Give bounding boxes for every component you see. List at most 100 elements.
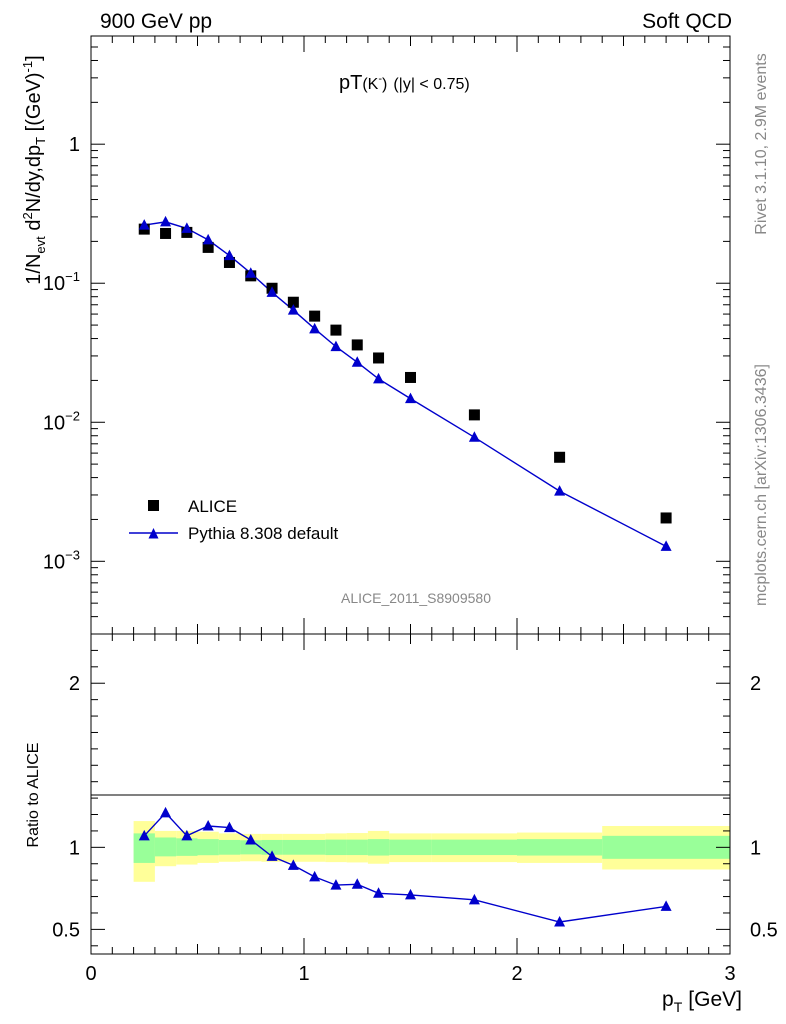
ratio-pythia-point <box>245 833 257 845</box>
y-tick-label-base: 10 <box>43 551 65 573</box>
alice-point <box>468 409 480 421</box>
ratio-pythia-point <box>223 821 235 833</box>
y-tick-label-exp: −2 <box>65 408 80 423</box>
ratio-inner-band <box>304 839 326 855</box>
title-close: ) <box>382 76 387 93</box>
ratio-pythia-point <box>202 820 214 831</box>
alice-point <box>287 296 299 308</box>
title-particle: (K <box>362 76 378 93</box>
ratio-frame <box>90 633 731 955</box>
ratio-pythia-point <box>351 878 363 889</box>
ratio-pythia-point <box>468 893 480 905</box>
main-data-layer <box>138 215 672 551</box>
ratio-inner-band <box>325 839 347 856</box>
analysis-watermark: ALICE_2011_S8909580 <box>341 590 491 606</box>
main-axes: 10−310−210−11 <box>43 35 731 635</box>
ratio-pythia-point <box>287 859 299 870</box>
ratio-inner-band <box>346 839 368 856</box>
legend: ALICE Pythia 8.308 default <box>129 497 339 543</box>
legend-alice-marker <box>148 500 159 511</box>
ratio-ylabel: Ratio to ALICE <box>25 743 42 848</box>
y-tick-label-base: 1 <box>69 134 80 156</box>
header-left: 900 GeV pp <box>100 10 212 33</box>
pythia-point <box>660 540 672 551</box>
ratio-pythia-point <box>554 916 566 927</box>
ratio-pythia-point <box>330 879 342 890</box>
alice-point <box>160 227 172 239</box>
alice-point <box>373 352 385 364</box>
pythia-point <box>245 267 257 278</box>
ratio-inner-band <box>261 839 283 855</box>
main-title: pT(K-) (|y| < 0.75) <box>339 72 470 94</box>
title-rest: (|y| < 0.75) <box>393 76 469 93</box>
ratio-y-tick-label-left: 1 <box>69 837 80 859</box>
ratio-inner-band <box>282 839 304 855</box>
pythia-point <box>138 219 150 230</box>
ratio-y-tick-label-right: 0.5 <box>750 919 778 941</box>
title-charge: - <box>378 73 382 85</box>
ratio-inner-band <box>602 835 730 859</box>
pythia-point <box>287 304 299 315</box>
main-frame <box>90 35 731 635</box>
ratio-pythia-point <box>660 900 672 911</box>
ratio-inner-band <box>431 839 517 856</box>
ratio-pythia-point <box>181 829 193 841</box>
x-tick-label: 2 <box>511 963 522 985</box>
pythia-point <box>202 233 214 245</box>
ratio-pythia-line <box>143 811 667 923</box>
ratio-data-layer <box>138 806 672 927</box>
alice-point <box>223 256 235 268</box>
main-ylabel: 1/Nevt d2N/dy,dpT [(GeV)-1] <box>20 55 48 284</box>
y-tick-label-base: 10 <box>43 273 65 295</box>
ratio-pythia-point <box>138 829 150 841</box>
ratio-inner-band <box>218 839 241 855</box>
ratio-uncertainty-bands <box>133 821 730 882</box>
title-main: pT <box>339 72 362 94</box>
pythia-point <box>181 222 193 233</box>
ratio-inner-band <box>517 839 603 856</box>
ratio-panel: 0.5 0.5 1 1 2 2 0 1 2 3 Ratio to ALICE pT [GeV] <box>25 633 778 1015</box>
legend-pythia-label: Pythia 8.308 default <box>188 524 339 543</box>
ratio-axes: 0.5 0.5 1 1 2 2 0 1 2 3 <box>52 633 778 985</box>
main-panel: 10−310−210−11 pT(K-) (|y| < 0.75) 1/Nevt … <box>20 35 731 635</box>
ratio-y-tick-label-right: 2 <box>750 673 761 695</box>
x-tick-label: 1 <box>298 963 309 985</box>
pythia-point <box>266 286 278 297</box>
pythia-point <box>160 215 172 227</box>
alice-point <box>202 241 214 253</box>
alice-point <box>309 310 321 322</box>
ratio-inner-band <box>389 839 432 856</box>
ratio-pythia-point <box>266 850 278 861</box>
pythia-point <box>468 431 480 442</box>
ratio-inner-band <box>176 838 198 856</box>
rivet-version: Rivet 3.1.10, 2.9M events <box>753 53 770 234</box>
ratio-pythia-point <box>309 870 321 882</box>
header-right: Soft QCD <box>642 10 732 33</box>
pythia-point <box>351 356 363 367</box>
alice-point <box>660 512 672 524</box>
ratio-inner-band <box>133 833 155 863</box>
x-tick-label: 0 <box>85 963 96 985</box>
alice-point <box>351 339 363 351</box>
xlabel-main: p <box>662 988 674 1011</box>
ratio-pythia-point <box>405 888 416 900</box>
ratio-inner-band <box>197 839 219 856</box>
ratio-y-tick-label-left: 2 <box>69 673 80 695</box>
y-tick-label: 10−3 <box>43 547 80 573</box>
legend-alice-label: ALICE <box>188 497 237 516</box>
ratio-pythia-point <box>160 806 172 818</box>
alice-point <box>330 324 342 336</box>
xlabel-sub: T <box>674 999 683 1015</box>
pythia-point <box>223 249 235 261</box>
alice-point <box>554 451 566 463</box>
y-tick-label: 10−1 <box>43 269 80 295</box>
ratio-xlabel: pT [GeV] <box>662 988 742 1015</box>
mcplots-credit: mcplots.cern.ch [arXiv:1306.3436] <box>753 364 770 606</box>
pythia-point <box>373 372 385 384</box>
pythia-point <box>309 322 321 334</box>
y-tick-label: 1 <box>69 134 80 156</box>
pythia-point <box>405 392 416 404</box>
pythia-point <box>330 340 342 352</box>
ratio-pythia-point <box>373 887 385 898</box>
